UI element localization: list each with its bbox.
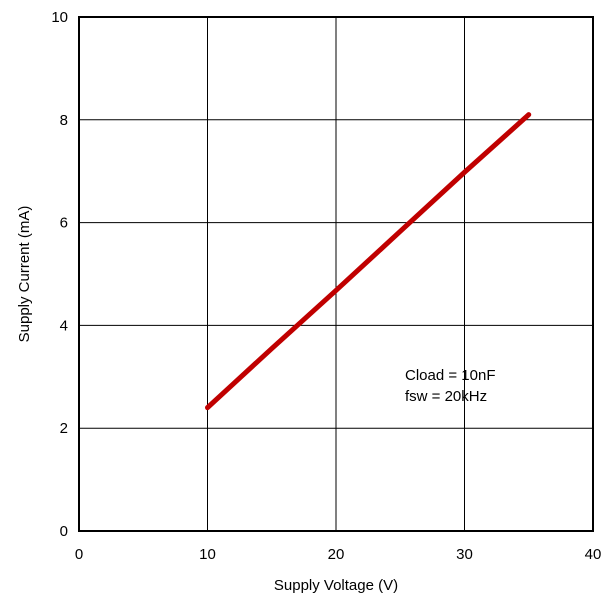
y-tick-label: 6 <box>60 215 68 232</box>
y-tick-label: 0 <box>60 523 68 540</box>
plot-frame <box>78 16 594 532</box>
series-layer <box>205 112 532 411</box>
x-tick-label: 20 <box>328 546 345 563</box>
y-tick-label: 8 <box>60 112 68 129</box>
y-tick-label: 2 <box>60 420 68 437</box>
x-tick-label: 10 <box>199 546 216 563</box>
y-tick-label: 4 <box>60 317 68 334</box>
annotation-fsw: fsw = 20kHz <box>405 388 487 405</box>
x-axis-label: Supply Voltage (V) <box>274 577 398 594</box>
x-tick-label: 40 <box>585 546 602 563</box>
annotation-cload: Cload = 10nF <box>405 367 495 384</box>
y-tick-label: 10 <box>51 9 68 26</box>
tick-layer: 0 10 20 30 40 0 2 4 6 8 10 <box>51 9 601 563</box>
grid-layer <box>79 17 593 531</box>
y-axis-label: Supply Current (mA) <box>16 206 33 343</box>
series-line-0 <box>205 112 532 411</box>
x-tick-label: 0 <box>75 546 83 563</box>
x-tick-label: 30 <box>456 546 473 563</box>
